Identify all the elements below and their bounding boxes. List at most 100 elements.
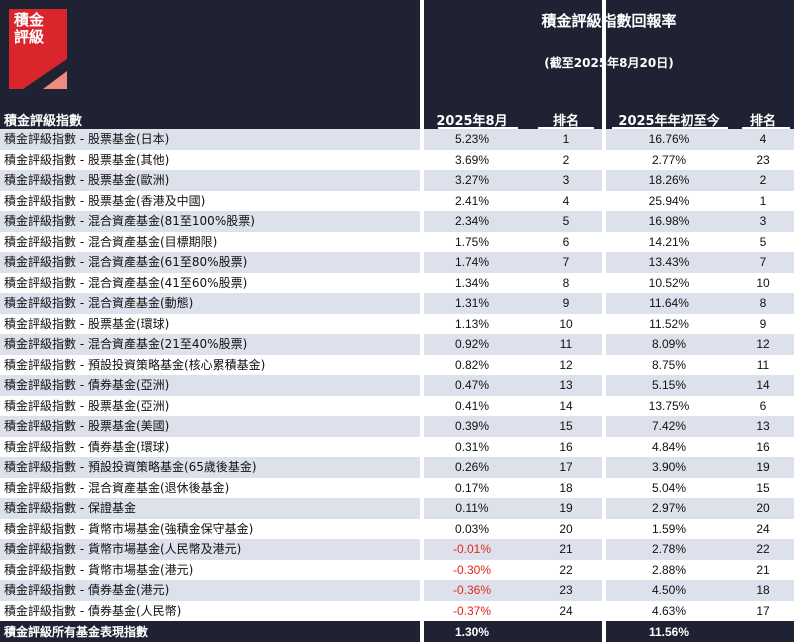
row-ytd-return: 7.42% xyxy=(651,419,687,433)
row-ytd-rank: 6 xyxy=(759,398,767,413)
row-index-name: 積金評級指數 - 債券基金(港元) xyxy=(4,583,170,597)
row-ytd-rank: 8 xyxy=(759,296,767,310)
row-ytd-return: 13.75% xyxy=(648,398,690,413)
header-underline xyxy=(438,127,518,129)
row-ytd-return: 2.78% xyxy=(651,542,687,556)
column-header-index: 積金評級指數 xyxy=(4,114,83,129)
row-index-name: 積金評級指數 - 預設投資策略基金(核心累積基金) xyxy=(4,357,266,372)
row-index-name: 積金評級指數 - 混合資產基金(61至80%股票) xyxy=(4,255,248,269)
row-index-name: 積金評級指數 - 貨幣市場基金(港元) xyxy=(4,562,194,577)
total-ytd: 11.56% xyxy=(648,625,690,639)
row-month-return: 1.75% xyxy=(454,234,490,249)
table-row: 積金評級指數 - 股票基金(日本) 5.23% 1 16.76% 4 xyxy=(0,129,794,150)
row-ytd-return: 4.63% xyxy=(651,603,687,618)
row-month-rank: 4 xyxy=(562,193,570,208)
mpf-ratings-logo-icon xyxy=(9,9,67,89)
row-index-name: 積金評級指數 - 債券基金(環球) xyxy=(4,439,170,454)
table-row: 積金評級指數 - 股票基金(香港及中國) 2.41% 4 25.94% 1 xyxy=(0,191,794,212)
row-month-return: -0.36% xyxy=(452,583,492,597)
table-row: 積金評級指數 - 混合資產基金(動態) 1.31% 9 11.64% 8 xyxy=(0,293,794,314)
row-index-name: 積金評級指數 - 股票基金(環球) xyxy=(4,316,170,331)
row-month-rank: 14 xyxy=(559,398,573,413)
header-left-panel: 積金 評級 積金評級指數 xyxy=(0,0,420,129)
row-month-return: 0.17% xyxy=(454,480,490,495)
row-ytd-return: 18.26% xyxy=(648,173,690,187)
row-month-rank: 19 xyxy=(559,501,573,515)
row-ytd-return: 4.84% xyxy=(651,439,687,454)
table-row: 積金評級指數 - 債券基金(人民幣) -0.37% 24 4.63% 17 xyxy=(0,601,794,622)
row-index-name: 積金評級指數 - 債券基金(亞洲) xyxy=(4,378,170,392)
row-month-rank: 22 xyxy=(559,562,573,577)
row-ytd-rank: 21 xyxy=(756,562,770,577)
row-month-return: 0.31% xyxy=(454,439,490,454)
row-ytd-rank: 1 xyxy=(759,193,767,208)
row-month-return: 1.13% xyxy=(454,316,490,331)
row-ytd-return: 4.50% xyxy=(651,583,687,597)
row-month-return: 3.27% xyxy=(454,173,490,187)
row-ytd-return: 2.77% xyxy=(651,152,687,167)
table-row: 積金評級指數 - 預設投資策略基金(核心累積基金) 0.82% 12 8.75% 11 xyxy=(0,355,794,376)
column-header-month: 2025年8月 xyxy=(436,114,508,129)
row-month-return: 0.92% xyxy=(454,337,490,351)
row-ytd-return: 1.59% xyxy=(651,521,687,536)
row-ytd-rank: 16 xyxy=(756,439,770,454)
row-month-return: 0.47% xyxy=(454,378,490,392)
row-ytd-rank: 15 xyxy=(756,480,770,495)
table-row: 積金評級指數 - 預設投資策略基金(65歲後基金) 0.26% 17 3.90% 19 xyxy=(0,457,794,478)
table-row: 積金評級指數 - 混合資產基金(41至60%股票) 1.34% 8 10.52% 10 xyxy=(0,273,794,294)
row-ytd-return: 13.43% xyxy=(648,255,690,269)
row-ytd-rank: 14 xyxy=(756,378,770,392)
row-month-rank: 13 xyxy=(559,378,573,392)
row-index-name: 積金評級指數 - 保證基金 xyxy=(4,501,136,515)
row-ytd-return: 16.76% xyxy=(648,132,690,146)
row-index-name: 積金評級指數 - 混合資產基金(81至100%股票) xyxy=(4,214,255,228)
row-index-name: 積金評級指數 - 混合資產基金(退休後基金) xyxy=(4,480,230,495)
row-month-rank: 1 xyxy=(562,132,570,146)
row-ytd-return: 11.64% xyxy=(649,296,689,310)
column-header-ytd-rank: 排名 xyxy=(749,114,776,129)
row-month-rank: 21 xyxy=(559,542,573,556)
row-ytd-rank: 9 xyxy=(759,316,767,331)
header-underline xyxy=(742,127,790,129)
row-index-name: 積金評級指數 - 股票基金(香港及中國) xyxy=(4,193,206,208)
row-month-return: 5.23% xyxy=(454,132,490,146)
column-divider xyxy=(420,0,424,642)
row-index-name: 積金評級指數 - 混合資產基金(41至60%股票) xyxy=(4,275,248,290)
row-month-return: 0.03% xyxy=(454,521,490,536)
row-ytd-return: 14.21% xyxy=(648,234,690,249)
row-month-rank: 16 xyxy=(559,439,573,454)
row-ytd-return: 11.52% xyxy=(649,316,689,331)
row-month-return: 1.31% xyxy=(454,296,490,310)
row-month-return: 1.74% xyxy=(454,255,490,269)
row-index-name: 積金評級指數 - 股票基金(亞洲) xyxy=(4,398,170,413)
table-row: 積金評級指數 - 貨幣市場基金(人民幣及港元) -0.01% 21 2.78% 22 xyxy=(0,539,794,560)
row-month-rank: 9 xyxy=(562,296,570,310)
row-ytd-return: 5.15% xyxy=(651,378,687,392)
row-ytd-rank: 22 xyxy=(756,542,770,556)
row-ytd-rank: 12 xyxy=(756,337,770,351)
row-index-name: 積金評級指數 - 混合資產基金(動態) xyxy=(4,296,194,310)
row-month-return: 2.41% xyxy=(454,193,490,208)
row-ytd-rank: 17 xyxy=(756,603,770,618)
row-month-rank: 17 xyxy=(559,460,573,474)
row-month-return: 0.41% xyxy=(454,398,490,413)
row-index-name: 積金評級指數 - 債券基金(人民幣) xyxy=(4,603,182,618)
row-ytd-rank: 13 xyxy=(756,419,770,433)
row-ytd-return: 2.88% xyxy=(651,562,687,577)
row-ytd-return: 16.98% xyxy=(648,214,690,228)
row-month-return: 3.69% xyxy=(454,152,490,167)
table-row: 積金評級指數 - 貨幣市場基金(港元) -0.30% 22 2.88% 21 xyxy=(0,560,794,581)
row-month-return: -0.01% xyxy=(452,542,492,556)
row-month-return: 0.26% xyxy=(454,460,490,474)
row-ytd-rank: 24 xyxy=(756,521,770,536)
row-ytd-return: 8.09% xyxy=(651,337,687,351)
row-month-rank: 6 xyxy=(562,234,570,249)
table-row: 積金評級指數 - 股票基金(亞洲) 0.41% 14 13.75% 6 xyxy=(0,396,794,417)
row-ytd-rank: 4 xyxy=(759,132,767,146)
table-row: 積金評級指數 - 股票基金(環球) 1.13% 10 11.52% 9 xyxy=(0,314,794,335)
row-ytd-rank: 10 xyxy=(756,275,770,290)
row-month-rank: 5 xyxy=(562,214,570,228)
row-month-return: -0.37% xyxy=(452,603,492,618)
table-row: 積金評級指數 - 混合資產基金(81至100%股票) 2.34% 5 16.98% 3 xyxy=(0,211,794,232)
